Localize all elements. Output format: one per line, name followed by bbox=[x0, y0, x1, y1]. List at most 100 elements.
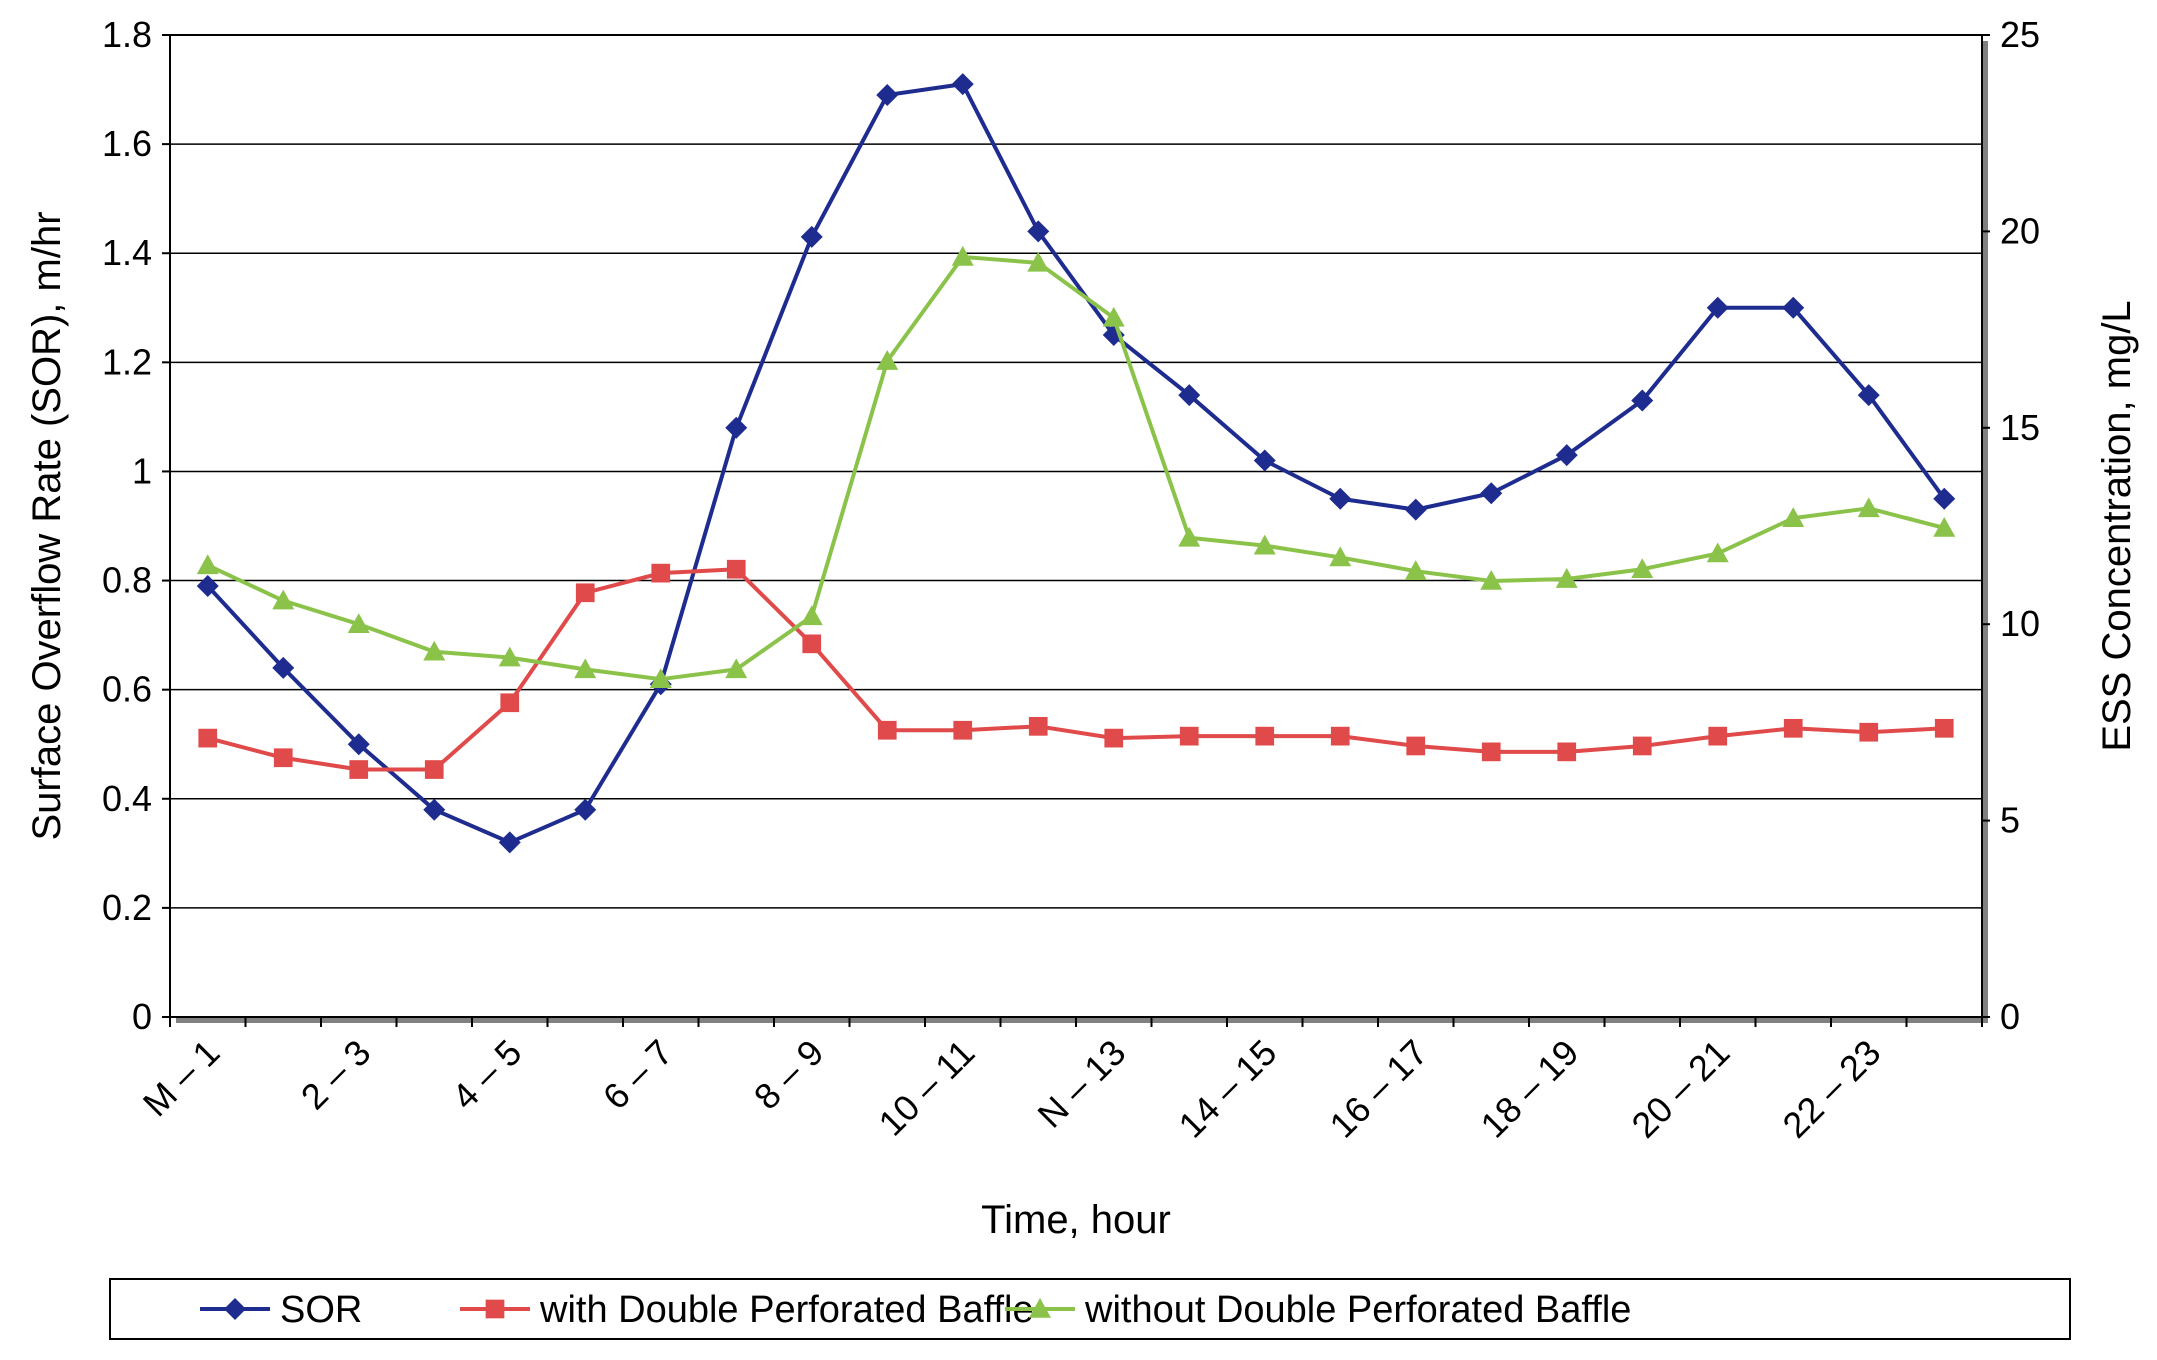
x-axis-title: Time, hour bbox=[981, 1198, 1171, 1242]
x-tick-label: 10 – 11 bbox=[870, 1032, 982, 1144]
right-tick-label: 5 bbox=[2000, 800, 2020, 841]
data-point-square bbox=[485, 1299, 505, 1319]
series-square bbox=[198, 559, 1954, 779]
data-point-triangle bbox=[1631, 558, 1654, 579]
left-tick-label: 1.2 bbox=[102, 341, 152, 382]
data-point-triangle bbox=[649, 668, 672, 688]
data-point-triangle bbox=[1857, 497, 1880, 518]
series-line bbox=[206, 254, 1945, 682]
data-point-square bbox=[1104, 728, 1124, 748]
data-point-diamond bbox=[1782, 296, 1805, 319]
data-point-triangle bbox=[1178, 526, 1201, 547]
data-point-square bbox=[273, 748, 293, 768]
data-point-diamond bbox=[1857, 384, 1880, 407]
left-axis-title: Surface Overflow Rate (SOR), m/hr bbox=[25, 211, 69, 840]
series-triangle bbox=[196, 245, 1956, 688]
x-tick-label: 6 – 7 bbox=[595, 1032, 681, 1118]
legend-box bbox=[109, 1278, 2071, 1340]
data-point-diamond bbox=[224, 1298, 246, 1320]
left-tick-label: 0 bbox=[132, 996, 152, 1037]
data-point-square bbox=[726, 559, 746, 579]
data-point-square bbox=[1859, 722, 1879, 742]
data-point-triangle bbox=[498, 646, 521, 667]
left-tick-label: 1 bbox=[132, 450, 152, 491]
data-point-triangle bbox=[1102, 306, 1125, 327]
data-point-triangle bbox=[347, 613, 370, 633]
legend-label: with Double Perforated Baffle bbox=[539, 1289, 1034, 1331]
data-point-triangle bbox=[423, 640, 446, 661]
data-point-diamond bbox=[800, 225, 823, 248]
data-point-triangle bbox=[1480, 569, 1503, 590]
x-axis-ticks: M – 1 2 – 3 4 – 5 6 – 7 8 – 9 10 – 11 N – 13 14… bbox=[135, 1017, 1983, 1146]
data-point-triangle bbox=[1782, 507, 1805, 527]
data-point-square bbox=[575, 583, 595, 603]
data-point-diamond bbox=[1631, 389, 1654, 412]
data-point-triangle bbox=[725, 658, 748, 679]
data-point-triangle bbox=[1555, 568, 1578, 588]
data-point-triangle bbox=[876, 350, 899, 370]
x-tick-label: 8 – 9 bbox=[746, 1032, 832, 1118]
series-layer bbox=[196, 73, 1956, 854]
data-point-diamond bbox=[1178, 384, 1201, 407]
left-axis-ticks: 0 0.2 0.4 0.6 0.8 1 1.2 1.4 1.6 1.8 bbox=[102, 14, 170, 1037]
x-tick-label: 4 – 5 bbox=[444, 1032, 530, 1118]
data-point-triangle bbox=[272, 589, 295, 610]
left-tick-label: 0.2 bbox=[102, 887, 152, 928]
data-point-diamond bbox=[574, 798, 597, 821]
left-tick-label: 1.8 bbox=[102, 14, 152, 55]
data-point-triangle bbox=[1404, 560, 1427, 580]
data-point-triangle bbox=[1029, 1298, 1051, 1318]
right-axis-ticks: 0 5 10 15 20 25 bbox=[1982, 14, 2040, 1037]
data-point-diamond bbox=[1555, 444, 1578, 467]
plot-area bbox=[169, 34, 1983, 1018]
data-point-diamond bbox=[725, 416, 748, 439]
data-point-square bbox=[877, 720, 897, 740]
x-tick-label: 22 – 23 bbox=[1774, 1032, 1888, 1146]
data-point-triangle bbox=[1253, 534, 1276, 555]
left-tick-label: 0.6 bbox=[102, 669, 152, 710]
data-point-diamond bbox=[1329, 487, 1352, 510]
data-point-square bbox=[1028, 716, 1048, 736]
data-point-square bbox=[500, 693, 520, 713]
data-point-square bbox=[1934, 718, 1954, 738]
x-tick-label: 2 – 3 bbox=[293, 1032, 379, 1118]
data-point-square bbox=[802, 634, 822, 654]
data-point-square bbox=[1406, 736, 1426, 756]
data-point-square bbox=[1330, 726, 1350, 746]
data-point-diamond bbox=[196, 575, 219, 598]
data-point-diamond bbox=[1706, 296, 1729, 319]
x-tick-label: 14 – 15 bbox=[1170, 1032, 1284, 1146]
right-tick-label: 25 bbox=[2000, 14, 2040, 55]
data-point-diamond bbox=[498, 831, 521, 854]
right-axis-title: ESS Concentration, mg/L bbox=[2095, 300, 2139, 751]
data-point-diamond bbox=[1933, 487, 1956, 510]
data-point-triangle bbox=[800, 605, 823, 626]
right-tick-label: 0 bbox=[2000, 996, 2020, 1037]
legend: SOR with Double Perforated Baffle without … bbox=[109, 1278, 2071, 1340]
x-tick-label: 16 – 17 bbox=[1321, 1032, 1435, 1146]
series-line bbox=[206, 82, 1946, 845]
data-point-square bbox=[1632, 736, 1652, 756]
legend-label: without Double Perforated Baffle bbox=[1084, 1289, 1631, 1331]
right-tick-label: 15 bbox=[2000, 407, 2040, 448]
data-point-diamond bbox=[423, 798, 446, 821]
data-point-diamond bbox=[347, 733, 370, 756]
data-point-square bbox=[1255, 726, 1275, 746]
data-point-diamond bbox=[1253, 449, 1276, 472]
grid-lines bbox=[170, 143, 1982, 909]
left-tick-label: 0.4 bbox=[102, 778, 152, 819]
data-point-square bbox=[349, 760, 369, 779]
data-point-square bbox=[424, 760, 444, 779]
data-point-diamond bbox=[272, 656, 295, 679]
series-line bbox=[207, 567, 1945, 772]
data-point-square bbox=[1481, 742, 1501, 762]
x-tick-label: 18 – 19 bbox=[1472, 1032, 1586, 1146]
data-point-square bbox=[1557, 742, 1577, 762]
left-tick-label: 0.8 bbox=[102, 560, 152, 601]
series-diamond bbox=[196, 73, 1956, 854]
legend-label: SOR bbox=[280, 1289, 362, 1331]
data-point-square bbox=[1179, 726, 1199, 746]
data-point-diamond bbox=[876, 84, 899, 107]
data-point-square bbox=[1708, 726, 1728, 746]
